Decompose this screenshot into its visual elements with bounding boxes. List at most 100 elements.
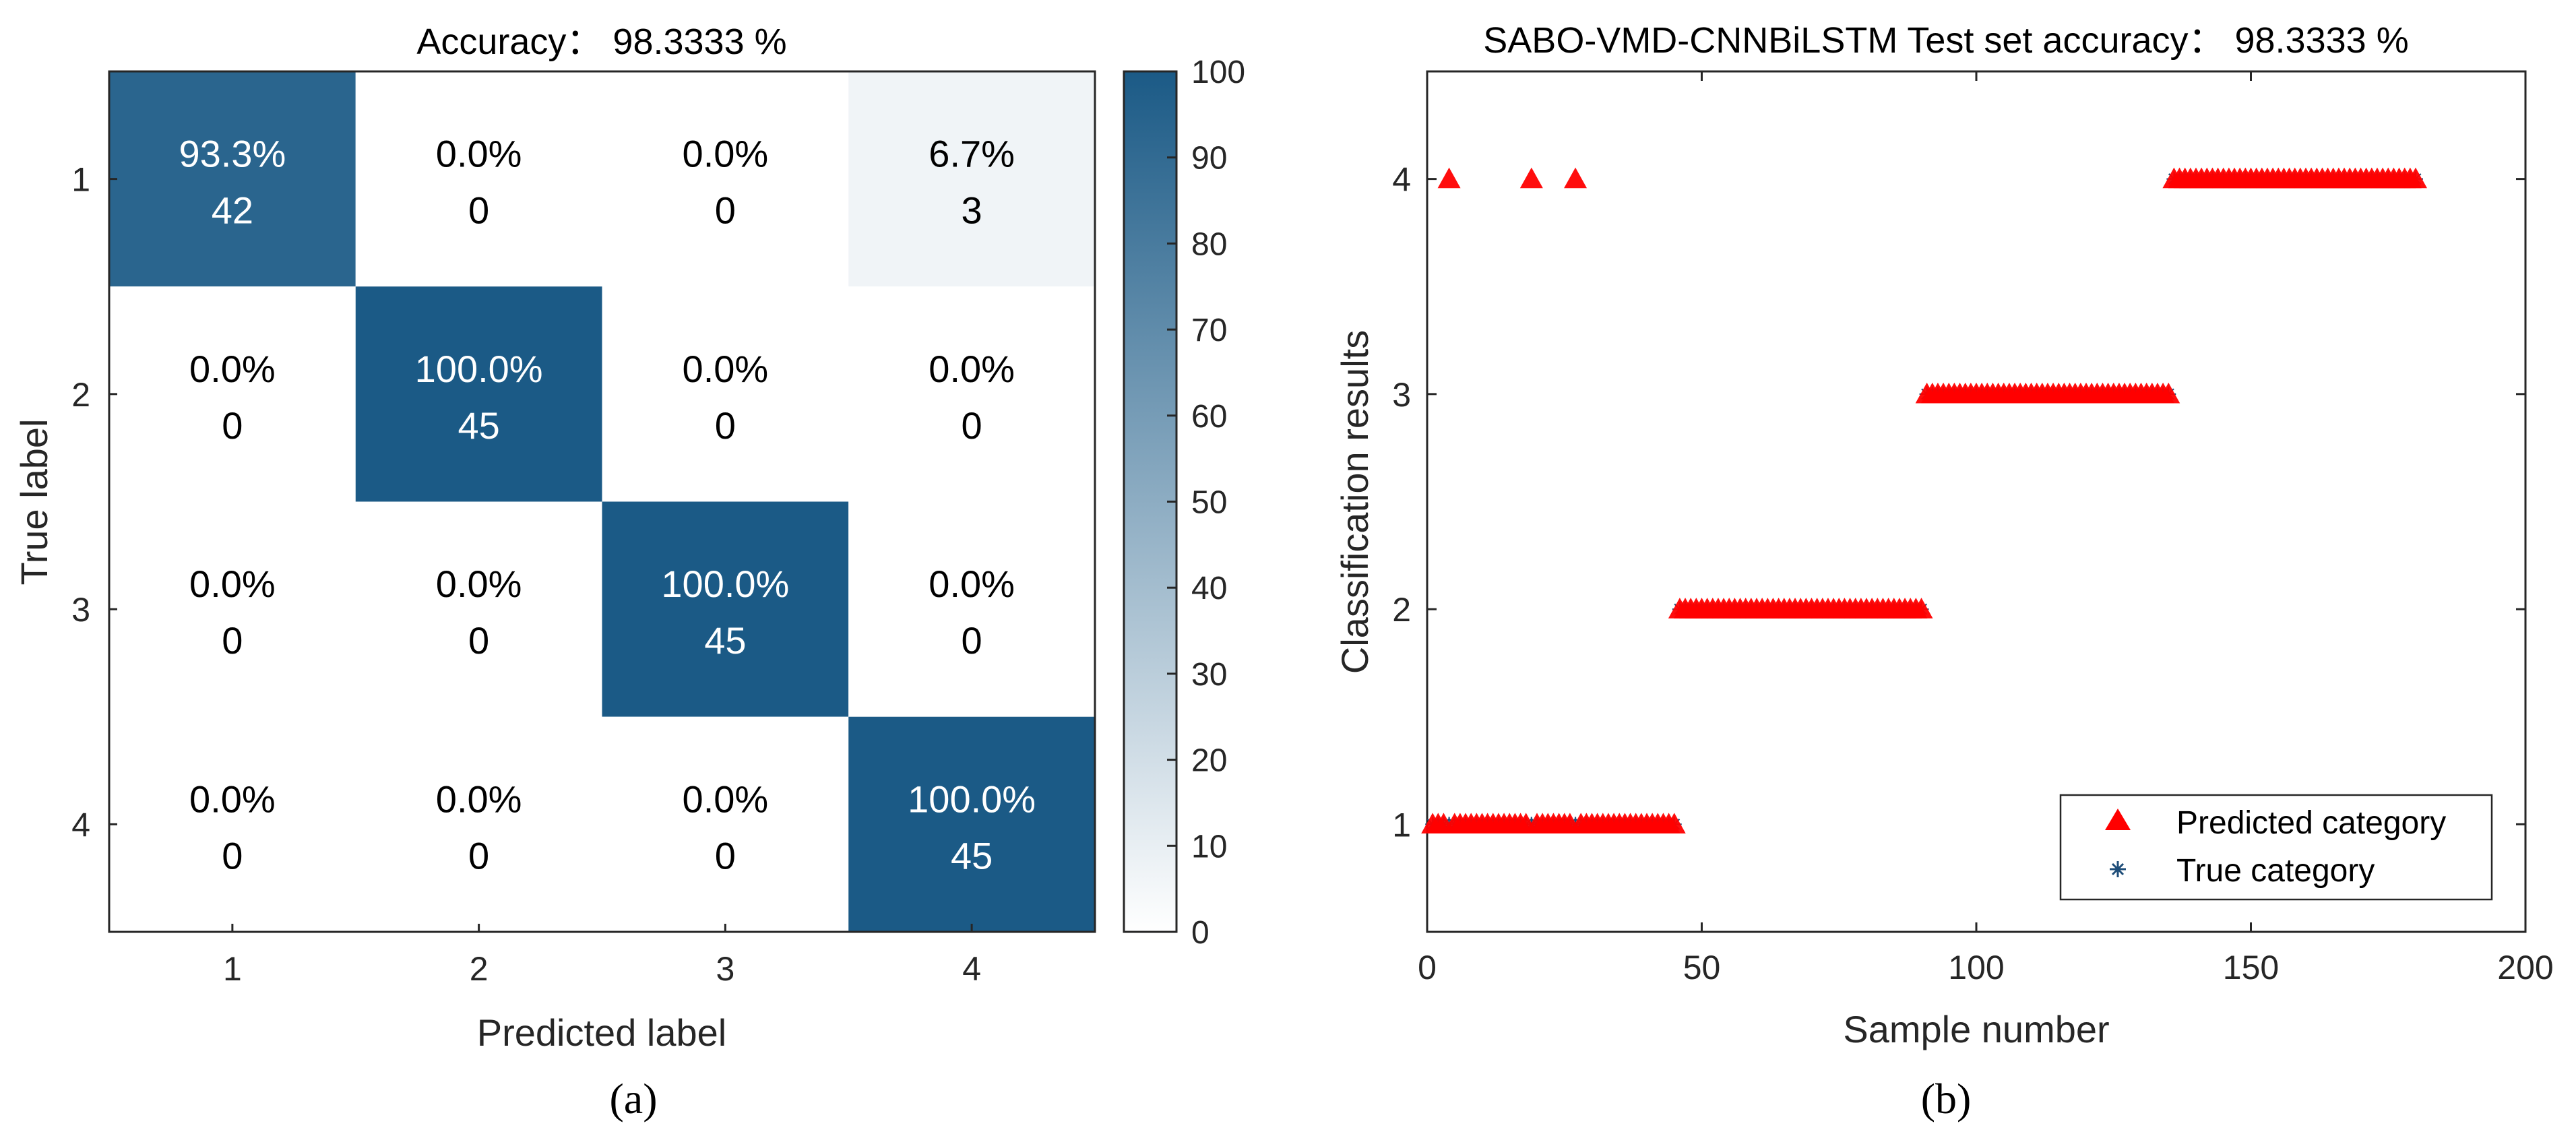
cm-cell-count: 3 (962, 189, 982, 232)
cm-cell-percent: 0.0% (929, 563, 1015, 605)
scatter-title: SABO-VMD-CNNBiLSTM Test set accuracy： 98… (1483, 20, 2408, 61)
cm-cell-percent: 0.0% (929, 348, 1015, 390)
legend-asterisk-marker (2110, 861, 2126, 877)
x-tick-label: 1 (223, 950, 242, 988)
predicted-point (1910, 598, 1933, 619)
y-tick-labels: 1 2 3 4 (71, 161, 117, 844)
cm-cell-percent: 100.0% (908, 778, 1036, 820)
cm-cell-4-3 (602, 716, 849, 932)
colorbar-tick-label: 60 (1191, 399, 1227, 435)
legend: Predicted category True category (2059, 794, 2493, 901)
cm-cell-percent: 0.0% (436, 133, 522, 175)
cm-cell-percent: 0.0% (189, 348, 276, 390)
cm-cell-3-4 (848, 501, 1095, 717)
cm-cell-4-2 (355, 716, 602, 932)
colorbar-ticks: 0 10 20 30 40 50 60 70 80 90 100 (1167, 55, 1245, 951)
cm-cell-2-3 (602, 286, 849, 502)
colorbar-tick-label: 70 (1191, 313, 1227, 348)
cm-cell-percent: 0.0% (436, 563, 522, 605)
cm-cell-1-2 (355, 71, 602, 287)
scatter-x-tick-label: 200 (2497, 949, 2553, 986)
cm-cell-count: 45 (458, 404, 499, 447)
predicted-point (1437, 167, 1461, 189)
x-tick-label: 3 (716, 950, 734, 988)
cm-cell-4-4 (848, 716, 1095, 932)
scatter-y-tick-label: 3 (1392, 376, 1411, 414)
cm-cell-count: 0 (715, 404, 736, 447)
cm-cell-count: 42 (212, 189, 253, 232)
cm-cell-count: 0 (468, 834, 489, 877)
cm-cell-percent: 100.0% (415, 348, 543, 390)
legend-triangle-marker (2105, 809, 2131, 830)
y-tick-label: 2 (71, 376, 90, 414)
scatter-x-tick-label: 100 (1948, 949, 2004, 986)
cm-cell-1-4 (848, 71, 1095, 287)
cm-cell-percent: 6.7% (929, 133, 1015, 175)
cm-cell-4-1 (109, 716, 356, 932)
cm-cell-percent: 0.0% (683, 348, 769, 390)
scatter-y-tick-label: 4 (1392, 161, 1411, 199)
x-tick-label: 4 (962, 950, 981, 988)
cm-cell-count: 0 (962, 619, 982, 662)
cm-cell-count: 0 (222, 404, 243, 447)
scatter-points (1421, 167, 2427, 833)
cm-cell-3-2 (355, 501, 602, 717)
colorbar-tick-label: 10 (1191, 829, 1227, 864)
predicted-point (1564, 167, 1588, 189)
scatter-axes: 0 50 100 150 200 1 2 3 4 (1392, 71, 2554, 986)
scatter-plot-frame (1426, 70, 2527, 933)
legend-entry-true: True category (2176, 853, 2375, 889)
cm-cell-percent: 93.3% (179, 133, 286, 175)
y-tick-label: 1 (71, 161, 90, 199)
x-axis-label: Predicted label (477, 1011, 726, 1054)
cm-cell-count: 0 (222, 834, 243, 877)
predicted-point (1662, 813, 1686, 833)
scatter-x-axis-label: Sample number (1843, 1008, 2109, 1050)
predicted-point (2157, 382, 2180, 404)
cm-cell-count: 0 (715, 834, 736, 877)
panel-label-b: (b) (1921, 1075, 1972, 1123)
cm-cell-1-1 (109, 71, 356, 287)
colorbar-tick-label: 90 (1191, 141, 1227, 177)
scatter-x-tick-label: 150 (2223, 949, 2279, 986)
colorbar-tick-label: 40 (1191, 571, 1227, 606)
cm-cell-percent: 0.0% (436, 778, 522, 820)
cm-cell-2-1 (109, 286, 356, 502)
y-tick-label: 3 (71, 591, 90, 629)
scatter-x-tick-label: 50 (1683, 949, 1721, 986)
cm-cell-count: 0 (468, 189, 489, 232)
cm-cell-percent: 0.0% (683, 133, 769, 175)
cm-cell-count: 0 (962, 404, 982, 447)
cm-cell-percent: 0.0% (683, 778, 769, 820)
colorbar-tick-label: 20 (1191, 743, 1227, 779)
confusion-matrix-frame (108, 70, 1096, 933)
x-tick-labels: 1 2 3 4 (223, 924, 981, 988)
scatter-y-axis-label: Classification results (1333, 330, 1376, 674)
y-axis-label: True label (13, 419, 55, 586)
colorbar-tick-label: 100 (1191, 55, 1245, 90)
predicted-point (1519, 167, 1543, 189)
legend-entry-predicted: Predicted category (2176, 805, 2446, 841)
cm-cell-percent: 0.0% (189, 778, 276, 820)
cm-cell-count: 45 (951, 834, 993, 877)
confusion-matrix-panel: Accuracy： 98.3333 % 93.3%420.0%00.0%06.7… (13, 22, 1245, 1123)
cm-cell-2-2 (355, 286, 602, 502)
cm-cell-count: 0 (715, 189, 736, 232)
colorbar-tick-label: 0 (1191, 915, 1210, 951)
confusion-matrix-cells: 93.3% 42 0.0% 0 0.0% 0 6.7% 3 0.0% 0 100.0% 45 0.0% 0… (109, 71, 1095, 932)
y-tick-label: 4 (71, 806, 90, 844)
colorbar-tick-label: 50 (1191, 485, 1227, 521)
cm-cell-1-3 (602, 71, 849, 287)
cm-cell-percent: 100.0% (661, 563, 789, 605)
confusion-matrix-title: Accuracy： 98.3333 % (416, 22, 786, 62)
cm-cell-2-4 (848, 286, 1095, 502)
colorbar-tick-label: 30 (1191, 657, 1227, 693)
colorbar-tick-label: 80 (1191, 226, 1227, 262)
cm-cell-count: 0 (222, 619, 243, 662)
classification-scatter-panel: SABO-VMD-CNNBiLSTM Test set accuracy： 98… (1333, 20, 2554, 1123)
cm-cell-3-1 (109, 501, 356, 717)
cm-cell-3-3 (602, 501, 849, 717)
predicted-point (2404, 167, 2427, 189)
